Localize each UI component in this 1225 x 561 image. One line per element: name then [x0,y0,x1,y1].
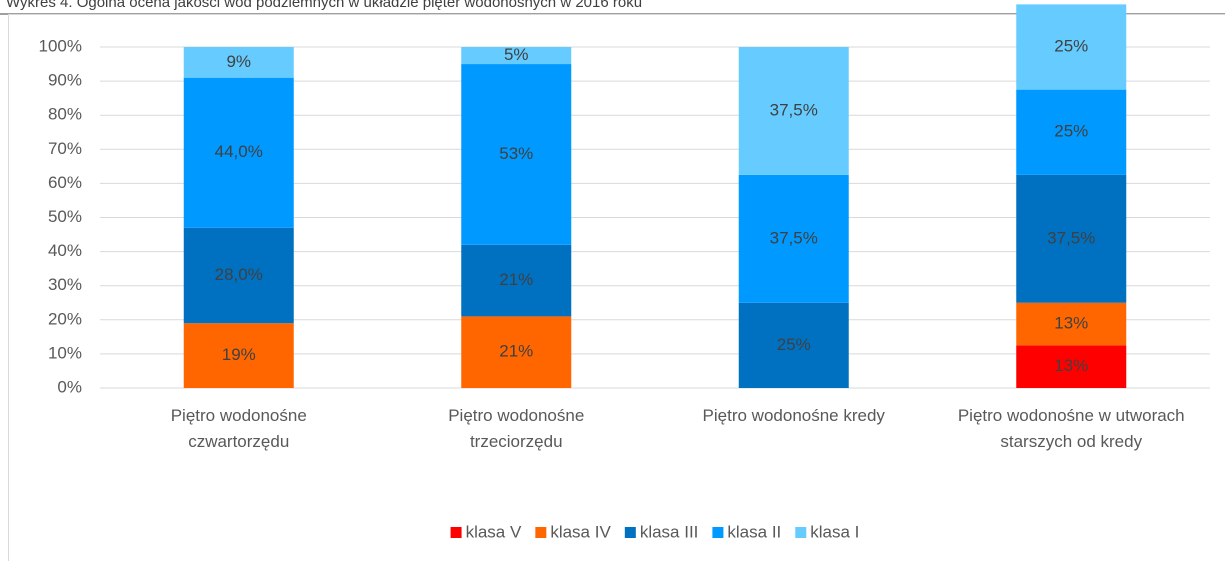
data-label: 28,0% [215,265,263,284]
data-label: 37,5% [770,228,818,247]
data-label: 25% [777,335,811,354]
data-label: 37,5% [770,100,818,119]
data-label: 21% [499,342,533,361]
y-tick-label: 70% [48,139,82,158]
data-label: 5% [504,45,529,64]
data-label: 9% [226,52,251,71]
x-tick-label: Piętro wodonośne trzeciorzędu [448,406,585,451]
legend-label: klasa III [640,522,699,541]
bar-segment [461,244,572,317]
bar-segment [1016,345,1127,388]
legend-swatch [795,527,807,538]
data-label: 25% [1054,36,1088,55]
data-label: 25% [1054,122,1088,141]
bar-segment [461,64,572,245]
data-label: 37,5% [1047,228,1095,247]
y-tick-label: 60% [48,173,82,192]
bar-segment [1016,174,1127,303]
y-tick-label: 90% [48,71,82,90]
legend-swatch [624,527,636,538]
legend-swatch [535,527,547,538]
chart-title: Wykres 4. Ogólna ocena jakości wód podzi… [6,0,642,11]
y-tick-label: 40% [48,241,82,260]
bar-segment [183,323,294,388]
bar-segment [738,302,849,388]
data-label: 13% [1054,356,1088,375]
bar-segment [1016,89,1127,175]
y-tick-label: 100% [39,36,82,55]
y-tick-label: 80% [48,105,82,124]
legend-swatch [712,527,724,538]
legend-label: klasa I [810,522,859,541]
bar-segment [1016,302,1127,346]
y-tick-label: 30% [48,275,82,294]
y-tick-label: 20% [48,309,82,328]
bar-segment [738,47,849,175]
x-tick-label: Piętro wodonośne w utworach starszych od… [957,406,1185,451]
bar-segment [461,316,572,388]
bar-segment [183,47,294,78]
data-label: 21% [499,270,533,289]
bar-segment [183,77,294,228]
x-tick-label: Piętro wodonośne kredy [702,406,885,425]
data-label: 13% [1054,314,1088,333]
chart-frame [8,14,1225,561]
data-label: 53% [499,144,533,163]
legend-label: klasa II [727,522,781,541]
legend-label: klasa IV [550,522,611,541]
legend-label: klasa V [466,522,522,541]
x-tick-label: Piętro wodonośne czwartorzędu [170,406,307,451]
bar-segment [1016,4,1127,90]
legend-swatch [450,527,462,538]
y-tick-label: 10% [48,343,82,362]
bar-segment [738,174,849,303]
bar-segment [183,227,294,324]
data-label: 19% [222,345,256,364]
data-label: 44,0% [215,142,263,161]
y-tick-label: 50% [48,207,82,226]
bar-segment [461,47,572,65]
y-tick-label: 0% [57,377,82,396]
